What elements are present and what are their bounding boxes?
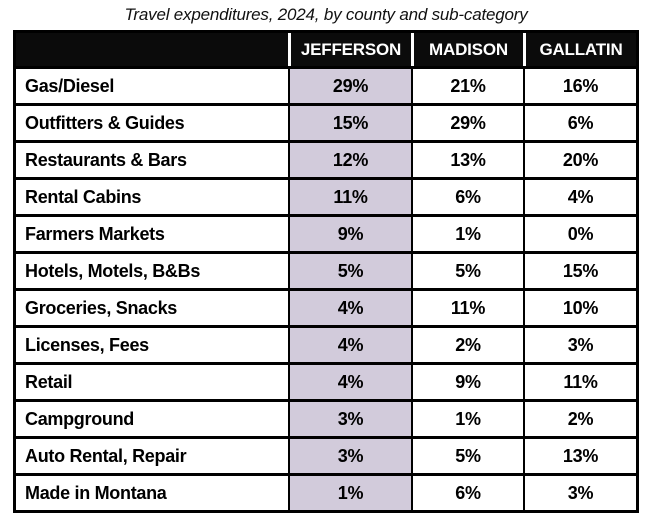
value-cell-madison: 29% — [411, 103, 523, 140]
value-cell-madison: 5% — [411, 436, 523, 473]
value-cell-jefferson: 29% — [288, 66, 411, 103]
row-label: Hotels, Motels, B&Bs — [16, 251, 288, 288]
value-cell-jefferson: 3% — [288, 399, 411, 436]
value-cell-madison: 6% — [411, 177, 523, 214]
row-label: Outfitters & Guides — [16, 103, 288, 140]
value-cell-jefferson: 3% — [288, 436, 411, 473]
value-cell-gallatin: 4% — [523, 177, 636, 214]
table-row: Retail 4% 9% 11% — [16, 362, 636, 399]
table-row: Groceries, Snacks 4% 11% 10% — [16, 288, 636, 325]
table-row: Made in Montana 1% 6% 3% — [16, 473, 636, 510]
table-row: Hotels, Motels, B&Bs 5% 5% 15% — [16, 251, 636, 288]
value-cell-madison: 1% — [411, 214, 523, 251]
value-cell-gallatin: 3% — [523, 325, 636, 362]
chart-title: Travel expenditures, 2024, by county and… — [124, 5, 528, 24]
value-cell-gallatin: 15% — [523, 251, 636, 288]
value-cell-jefferson: 9% — [288, 214, 411, 251]
value-cell-jefferson: 12% — [288, 140, 411, 177]
value-cell-madison: 9% — [411, 362, 523, 399]
column-header-jefferson: JEFFERSON — [288, 33, 411, 66]
value-cell-gallatin: 6% — [523, 103, 636, 140]
table-row: Restaurants & Bars 12% 13% 20% — [16, 140, 636, 177]
value-cell-madison: 13% — [411, 140, 523, 177]
row-label: Made in Montana — [16, 473, 288, 510]
row-label: Auto Rental, Repair — [16, 436, 288, 473]
value-cell-gallatin: 20% — [523, 140, 636, 177]
value-cell-gallatin: 2% — [523, 399, 636, 436]
table-header: JEFFERSON MADISON GALLATIN — [16, 33, 636, 66]
table-row: Gas/Diesel 29% 21% 16% — [16, 66, 636, 103]
value-cell-gallatin: 16% — [523, 66, 636, 103]
value-cell-jefferson: 4% — [288, 325, 411, 362]
row-label: Licenses, Fees — [16, 325, 288, 362]
value-cell-gallatin: 3% — [523, 473, 636, 510]
value-cell-jefferson: 1% — [288, 473, 411, 510]
table-row: Outfitters & Guides 15% 29% 6% — [16, 103, 636, 140]
column-header-gallatin: GALLATIN — [523, 33, 636, 66]
value-cell-jefferson: 4% — [288, 362, 411, 399]
table-row: Farmers Markets 9% 1% 0% — [16, 214, 636, 251]
expenditures-table: JEFFERSON MADISON GALLATIN Gas/Diesel 29… — [13, 30, 639, 513]
value-cell-gallatin: 11% — [523, 362, 636, 399]
header-row: JEFFERSON MADISON GALLATIN — [16, 33, 636, 66]
value-cell-madison: 6% — [411, 473, 523, 510]
table-row: Auto Rental, Repair 3% 5% 13% — [16, 436, 636, 473]
row-label: Rental Cabins — [16, 177, 288, 214]
value-cell-madison: 5% — [411, 251, 523, 288]
row-label: Farmers Markets — [16, 214, 288, 251]
value-cell-madison: 11% — [411, 288, 523, 325]
value-cell-jefferson: 15% — [288, 103, 411, 140]
header-empty-cell — [16, 33, 288, 66]
value-cell-madison: 2% — [411, 325, 523, 362]
value-cell-jefferson: 4% — [288, 288, 411, 325]
table-row: Rental Cabins 11% 6% 4% — [16, 177, 636, 214]
value-cell-gallatin: 0% — [523, 214, 636, 251]
row-label: Groceries, Snacks — [16, 288, 288, 325]
value-cell-madison: 1% — [411, 399, 523, 436]
table-body: Gas/Diesel 29% 21% 16% Outfitters & Guid… — [16, 66, 636, 510]
row-label: Gas/Diesel — [16, 66, 288, 103]
value-cell-gallatin: 10% — [523, 288, 636, 325]
column-header-madison: MADISON — [411, 33, 523, 66]
value-cell-jefferson: 11% — [288, 177, 411, 214]
row-label: Retail — [16, 362, 288, 399]
value-cell-madison: 21% — [411, 66, 523, 103]
table-row: Campground 3% 1% 2% — [16, 399, 636, 436]
row-label: Campground — [16, 399, 288, 436]
table-row: Licenses, Fees 4% 2% 3% — [16, 325, 636, 362]
value-cell-gallatin: 13% — [523, 436, 636, 473]
value-cell-jefferson: 5% — [288, 251, 411, 288]
row-label: Restaurants & Bars — [16, 140, 288, 177]
